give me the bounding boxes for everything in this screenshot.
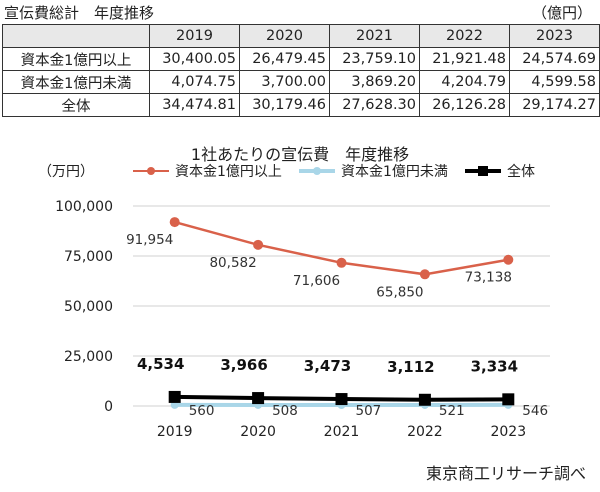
data-point (252, 392, 265, 405)
x-tick-label: 2023 (490, 424, 526, 440)
header-cell: 2019 (149, 24, 240, 48)
cell: 4,204.79 (419, 70, 510, 94)
cell: 26,479.45 (239, 47, 330, 71)
legend-label: 資本金1億円以上 (175, 164, 282, 180)
table-header-row: 2019 2020 2021 2022 2023 (2, 24, 600, 48)
data-label: 507 (356, 403, 382, 419)
x-tick-label: 2022 (407, 424, 443, 440)
data-label: 91,954 (126, 232, 173, 248)
data-point (336, 257, 347, 268)
summary-table: 2019 2020 2021 2022 2023 資本金1億円以上 30,400… (2, 24, 600, 117)
y-tick-label: 100,000 (55, 199, 113, 215)
table-row: 資本金1億円以上 30,400.05 26,479.45 23,759.10 2… (2, 47, 600, 71)
cell: 24,574.69 (509, 47, 600, 71)
cell: 30,400.05 (149, 47, 240, 71)
y-axis-unit: （万円） (38, 164, 94, 180)
header-cell: 2021 (329, 24, 420, 48)
legend-marker (478, 166, 488, 176)
cell: 27,628.30 (329, 93, 420, 117)
data-point (419, 269, 430, 280)
row-label: 資本金1億円以上 (2, 47, 150, 71)
cell: 4,074.75 (149, 70, 240, 94)
line-chart: 1社あたりの宣伝費 年度推移 （万円） 資本金1億円以上 資本金1億円未満 全体 0 25,… (38, 145, 550, 440)
data-point (169, 217, 180, 228)
legend-marker (313, 167, 321, 175)
cell: 29,174.27 (509, 93, 600, 117)
data-label: 521 (439, 403, 465, 419)
cell: 3,700.00 (239, 70, 330, 94)
table-unit: （億円） (531, 4, 592, 22)
y-tick-label: 50,000 (64, 299, 113, 315)
table-row: 全体 34,474.81 30,179.46 27,628.30 26,126.… (2, 93, 600, 117)
chart-title: 1社あたりの宣伝費 年度推移 (191, 145, 409, 164)
x-tick-label: 2020 (240, 424, 276, 440)
x-tick-label: 2021 (324, 424, 360, 440)
legend-marker (147, 167, 155, 175)
data-point (503, 254, 514, 265)
cell: 26,126.28 (419, 93, 510, 117)
y-tick-label: 0 (104, 399, 113, 415)
data-point (168, 390, 181, 403)
data-label: 560 (189, 403, 215, 419)
header-corner (2, 24, 150, 48)
data-point (335, 393, 348, 406)
header-cell: 2020 (239, 24, 330, 48)
data-label: 3,966 (220, 356, 267, 374)
data-label: 73,138 (465, 270, 512, 286)
data-label: 546 (522, 403, 548, 419)
table-row: 資本金1億円未満 4,074.75 3,700.00 3,869.20 4,20… (2, 70, 600, 94)
data-label: 80,582 (209, 255, 256, 271)
data-point (418, 393, 431, 406)
data-label: 4,534 (137, 355, 184, 373)
data-point (253, 239, 264, 250)
cell: 4,599.58 (509, 70, 600, 94)
data-label: 3,473 (304, 357, 351, 375)
row-label: 資本金1億円未満 (2, 70, 150, 94)
header-cell: 2023 (509, 24, 600, 48)
data-label: 3,334 (471, 357, 518, 375)
legend-label: 全体 (507, 163, 535, 180)
cell: 30,179.46 (239, 93, 330, 117)
row-label: 全体 (2, 93, 150, 117)
y-tick-label: 75,000 (64, 249, 113, 265)
data-point (502, 393, 515, 406)
data-label: 508 (272, 403, 298, 419)
header-cell: 2022 (419, 24, 510, 48)
data-label: 65,850 (376, 284, 423, 300)
cell: 23,759.10 (329, 47, 420, 71)
table-title: 宣伝費総計 年度推移 (4, 4, 155, 22)
cell: 3,869.20 (329, 70, 420, 94)
x-tick-label: 2019 (157, 424, 193, 440)
cell: 21,921.48 (419, 47, 510, 71)
legend-label: 資本金1億円未満 (341, 164, 448, 180)
data-label: 71,606 (293, 273, 340, 289)
source-credit: 東京商工リサーチ調べ (425, 464, 586, 483)
cell: 34,474.81 (149, 93, 240, 117)
data-label: 3,112 (387, 358, 434, 376)
y-tick-label: 25,000 (64, 349, 113, 365)
